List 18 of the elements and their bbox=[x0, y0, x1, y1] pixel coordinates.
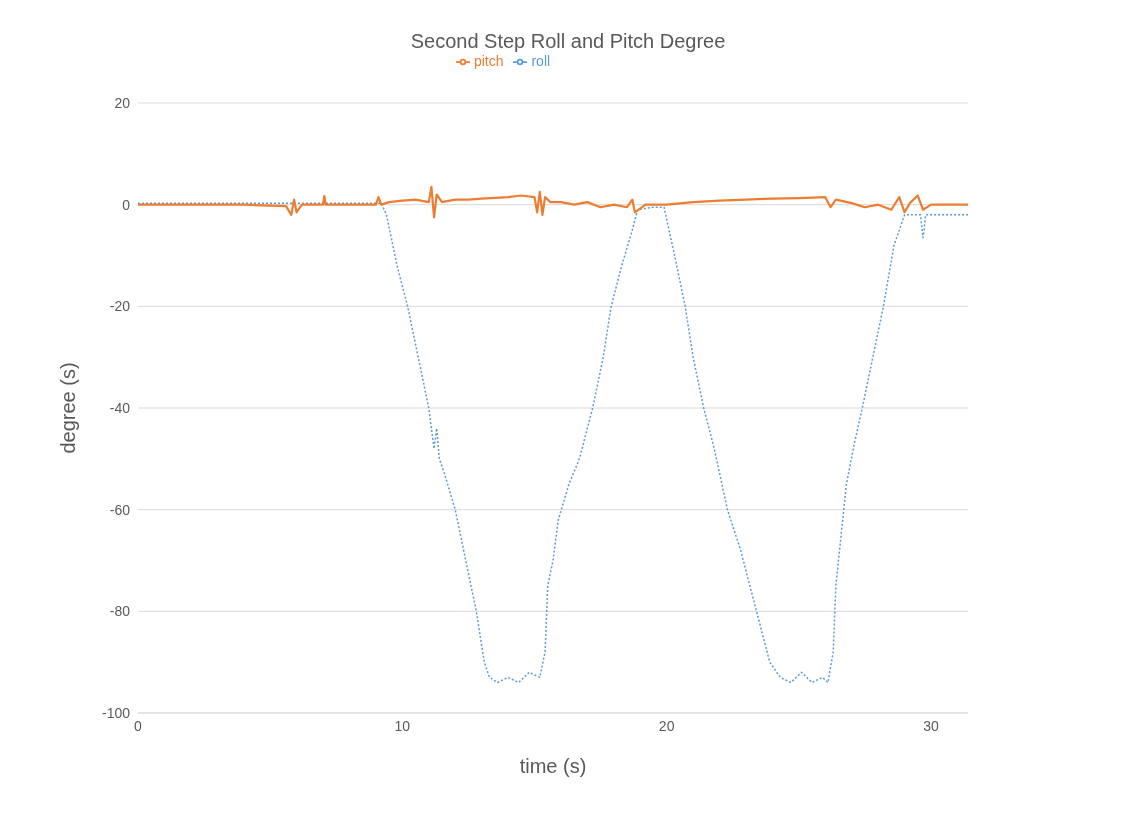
x-axis-title: time (s) bbox=[519, 755, 587, 777]
chart-title: Second Step Roll and Pitch Degree bbox=[409, 29, 727, 53]
y-axis-title: degree (s) bbox=[57, 362, 80, 454]
y-tick-label: -20 bbox=[109, 298, 131, 315]
y-tick-label: -40 bbox=[109, 399, 131, 416]
y-tick-label: -60 bbox=[109, 501, 131, 518]
y-tick-label: 20 bbox=[114, 94, 131, 111]
x-tick-label: 10 bbox=[394, 717, 411, 734]
legend-label: pitch bbox=[473, 53, 504, 69]
line-series bbox=[138, 202, 968, 684]
x-tick-label: 20 bbox=[658, 717, 675, 734]
y-tick-label: -80 bbox=[109, 603, 131, 620]
y-tick-label: -100 bbox=[101, 704, 131, 721]
legend-label: roll bbox=[531, 53, 551, 69]
line-series bbox=[138, 185, 968, 219]
x-tick-label: 0 bbox=[134, 717, 143, 734]
y-tick-label: 0 bbox=[122, 196, 131, 213]
x-tick-label: 30 bbox=[923, 717, 939, 734]
